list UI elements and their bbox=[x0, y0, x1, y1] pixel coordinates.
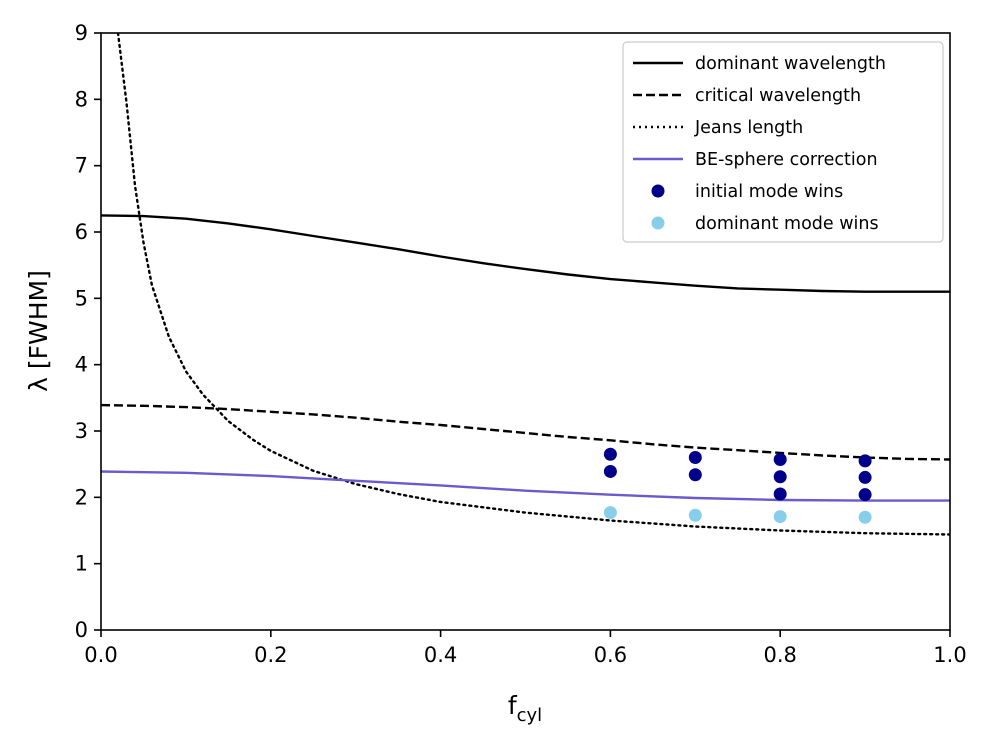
legend-item-jeans-length[interactable]: Jeans length bbox=[633, 118, 803, 138]
x-axis-title: fcyl bbox=[508, 691, 542, 726]
y-tick-label: 0 bbox=[75, 618, 88, 642]
x-tick-label: 0.4 bbox=[424, 643, 457, 667]
legend-label: dominant wavelength bbox=[695, 54, 886, 74]
legend-label: dominant mode wins bbox=[695, 214, 879, 234]
dominant-mode-wins-point bbox=[688, 508, 702, 522]
initial-mode-wins-point bbox=[603, 464, 617, 478]
legend-item-initial-mode-wins[interactable]: initial mode wins bbox=[651, 182, 844, 202]
initial-mode-wins-point bbox=[688, 468, 702, 482]
initial-mode-wins-point bbox=[773, 453, 787, 467]
series-layer bbox=[101, 33, 950, 536]
x-tick-label: 0.2 bbox=[254, 643, 287, 667]
initial-mode-wins-point bbox=[773, 487, 787, 501]
initial-mode-wins-point bbox=[603, 447, 617, 461]
legend-label: initial mode wins bbox=[695, 182, 843, 202]
dominant-wavelength-line bbox=[101, 214, 950, 293]
y-tick-label: 3 bbox=[75, 419, 88, 443]
legend-items: dominant wavelength critical wavelength Je… bbox=[633, 54, 886, 234]
y-tick-label: 6 bbox=[75, 220, 88, 244]
x-tick-label: 0.6 bbox=[594, 643, 627, 667]
legend-swatch bbox=[651, 184, 665, 198]
y-tick-label: 5 bbox=[75, 286, 88, 310]
x-tick-label: 0.8 bbox=[763, 643, 796, 667]
legend-label: critical wavelength bbox=[695, 86, 861, 106]
dominant-mode-wins-point bbox=[773, 510, 787, 524]
legend-label: BE-sphere correction bbox=[695, 150, 878, 170]
y-tick-label: 2 bbox=[75, 485, 88, 509]
legend-item-dominant-mode-wins[interactable]: dominant mode wins bbox=[651, 214, 879, 234]
legend-item-be-sphere-correction[interactable]: BE-sphere correction bbox=[633, 150, 878, 170]
be-sphere-correction-line bbox=[101, 470, 950, 502]
initial-mode-wins-point bbox=[858, 454, 872, 468]
legend-swatch bbox=[651, 216, 665, 230]
dominant-mode-wins-point bbox=[603, 506, 617, 520]
y-axis-title: λ [FWHM] bbox=[24, 270, 53, 392]
legend[interactable]: dominant wavelength critical wavelength Je… bbox=[622, 41, 944, 243]
y-tick-label: 7 bbox=[75, 154, 88, 178]
legend-item-critical-wavelength[interactable]: critical wavelength bbox=[633, 86, 861, 106]
legend-frame bbox=[622, 41, 944, 243]
critical-wavelength-line bbox=[101, 403, 950, 461]
y-tick-label: 1 bbox=[75, 552, 88, 576]
x-tick-label: 1.0 bbox=[933, 643, 966, 667]
dominant-mode-wins-point bbox=[858, 510, 872, 524]
x-tick-label: 0.0 bbox=[84, 643, 117, 667]
axis-layer: 0.0 0.2 0.4 0.6 0.8 1.0 0 1 2 3 4 5 6 7 8 9 bbox=[75, 21, 967, 667]
initial-mode-wins-point bbox=[688, 451, 702, 465]
jeans-length-line bbox=[116, 33, 950, 536]
legend-item-dominant-wavelength[interactable]: dominant wavelength bbox=[633, 54, 886, 74]
legend-label: Jeans length bbox=[694, 118, 803, 138]
x-axis-title-subscript: cyl bbox=[517, 705, 543, 726]
initial-mode-wins-point bbox=[858, 488, 872, 502]
y-tick-label: 9 bbox=[75, 21, 88, 45]
initial-mode-wins-point bbox=[773, 470, 787, 484]
y-tick-label: 4 bbox=[75, 353, 88, 377]
initial-mode-wins-point bbox=[858, 470, 872, 484]
plot-frame bbox=[100, 32, 951, 631]
x-axis-title-main: f bbox=[508, 691, 518, 720]
y-tick-label: 8 bbox=[75, 87, 88, 111]
